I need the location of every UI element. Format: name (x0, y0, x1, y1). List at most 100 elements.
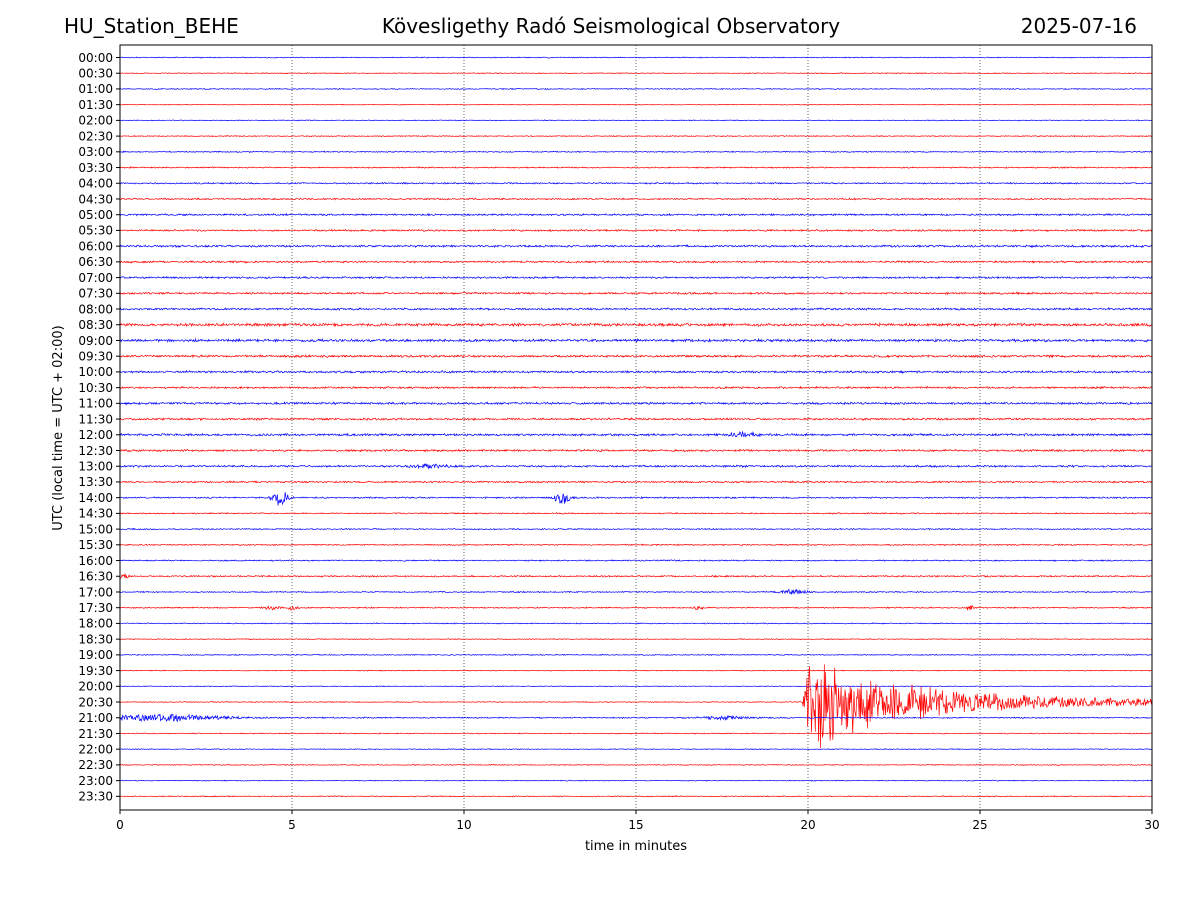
y-tick-label: 02:00 (78, 114, 113, 128)
trace-1330 (120, 480, 1152, 484)
trace-2100 (120, 713, 1152, 723)
y-tick-label: 03:30 (78, 161, 113, 175)
y-tick-label: 10:30 (78, 381, 113, 395)
y-tick-label: 09:30 (78, 349, 113, 363)
trace-1400 (120, 492, 1152, 506)
grid-lines (291, 45, 981, 810)
y-tick-label: 01:00 (78, 82, 113, 96)
y-tick-label: 17:30 (78, 601, 113, 615)
trace-1530 (120, 543, 1152, 547)
trace-2000 (120, 685, 1152, 688)
x-tick-label: 25 (972, 818, 987, 832)
y-axis-label: UTC (local time = UTC + 02:00) (51, 325, 66, 530)
station-name: HU_Station_BEHE (64, 14, 239, 38)
x-tick-label: 5 (288, 818, 296, 832)
y-tick-label: 18:00 (78, 617, 113, 631)
y-tick-label: 21:30 (78, 727, 113, 741)
trace-0600 (120, 244, 1152, 249)
y-tick-label: 06:00 (78, 239, 113, 253)
y-tick-label: 06:30 (78, 255, 113, 269)
trace-1830 (120, 638, 1152, 641)
y-tick-label: 19:00 (78, 648, 113, 662)
trace-1130 (120, 417, 1152, 422)
trace-1200 (120, 430, 1152, 438)
y-tick-label: 08:30 (78, 318, 113, 332)
trace-0500 (120, 212, 1152, 217)
trace-1230 (120, 448, 1152, 453)
trace-1000 (120, 369, 1152, 375)
trace-2200 (120, 748, 1152, 751)
y-tick-label: 17:00 (78, 585, 113, 599)
x-tick-label: 15 (628, 818, 643, 832)
x-tick-label: 10 (456, 818, 471, 832)
y-tick-label: 23:30 (78, 790, 113, 804)
trace-1630 (120, 573, 1152, 579)
y-tick-label: 07:30 (78, 287, 113, 301)
trace-1930 (120, 669, 1152, 672)
chart-title: Kövesligethy Radó Seismological Observat… (381, 14, 841, 38)
trace-0430 (120, 197, 1152, 201)
trace-0700 (120, 275, 1152, 280)
trace-0330 (120, 166, 1152, 169)
trace-0930 (120, 354, 1152, 359)
trace-0730 (120, 291, 1152, 296)
y-tick-label: 18:30 (78, 632, 113, 646)
trace-0300 (120, 150, 1152, 154)
y-tick-label: 11:30 (78, 412, 113, 426)
y-tick-label: 13:00 (78, 460, 113, 474)
trace-1700 (120, 588, 1152, 596)
y-tick-label: 19:30 (78, 664, 113, 678)
trace-0200 (120, 119, 1152, 122)
x-tick-label: 30 (1144, 818, 1159, 832)
trace-0900 (120, 337, 1152, 343)
trace-1030 (120, 385, 1152, 390)
y-tick-label: 16:30 (78, 570, 113, 584)
x-axis-label: time in minutes (585, 839, 687, 854)
trace-0230 (120, 135, 1152, 138)
trace-0530 (120, 228, 1152, 233)
y-tick-label: 16:00 (78, 554, 113, 568)
x-tick-label: 0 (116, 818, 124, 832)
y-tick-label: 12:30 (78, 444, 113, 458)
y-tick-label: 03:00 (78, 145, 113, 159)
y-tick-label: 04:30 (78, 192, 113, 206)
y-tick-label: 08:00 (78, 302, 113, 316)
y-tick-label: 00:30 (78, 67, 113, 81)
y-tick-label: 02:30 (78, 129, 113, 143)
trace-0400 (120, 181, 1152, 185)
chart-date: 2025-07-16 (1020, 14, 1137, 38)
y-tick-label: 14:00 (78, 491, 113, 505)
y-tick-label: 20:00 (78, 680, 113, 694)
y-tick-label: 22:00 (78, 742, 113, 756)
y-tick-label: 05:00 (78, 208, 113, 222)
trace-2130 (120, 732, 1152, 735)
y-tick-label: 13:30 (78, 475, 113, 489)
trace-1800 (120, 622, 1152, 625)
y-tick-label: 12:00 (78, 428, 113, 442)
y-tick-label: 14:30 (78, 507, 113, 521)
y-tick-label: 01:30 (78, 98, 113, 112)
y-tick-label: 05:30 (78, 224, 113, 238)
trace-1430 (120, 511, 1152, 515)
traces (120, 56, 1152, 798)
y-tick-label: 23:00 (78, 774, 113, 788)
trace-1900 (120, 653, 1152, 656)
trace-1600 (120, 559, 1152, 562)
y-tick-label: 15:30 (78, 538, 113, 552)
x-tick-label: 20 (800, 818, 815, 832)
trace-0000 (120, 56, 1152, 59)
y-tick-label: 04:00 (78, 177, 113, 191)
y-tick-label: 21:00 (78, 711, 113, 725)
y-tick-label: 09:00 (78, 334, 113, 348)
y-tick-label: 00:00 (78, 51, 113, 65)
trace-0800 (120, 307, 1152, 311)
trace-2030 (120, 664, 1152, 749)
trace-1100 (120, 401, 1152, 406)
trace-0030 (120, 72, 1152, 75)
y-tick-label: 22:30 (78, 758, 113, 772)
trace-2330 (120, 795, 1152, 798)
trace-0100 (120, 87, 1152, 91)
trace-0130 (120, 103, 1152, 106)
trace-0830 (120, 322, 1152, 328)
